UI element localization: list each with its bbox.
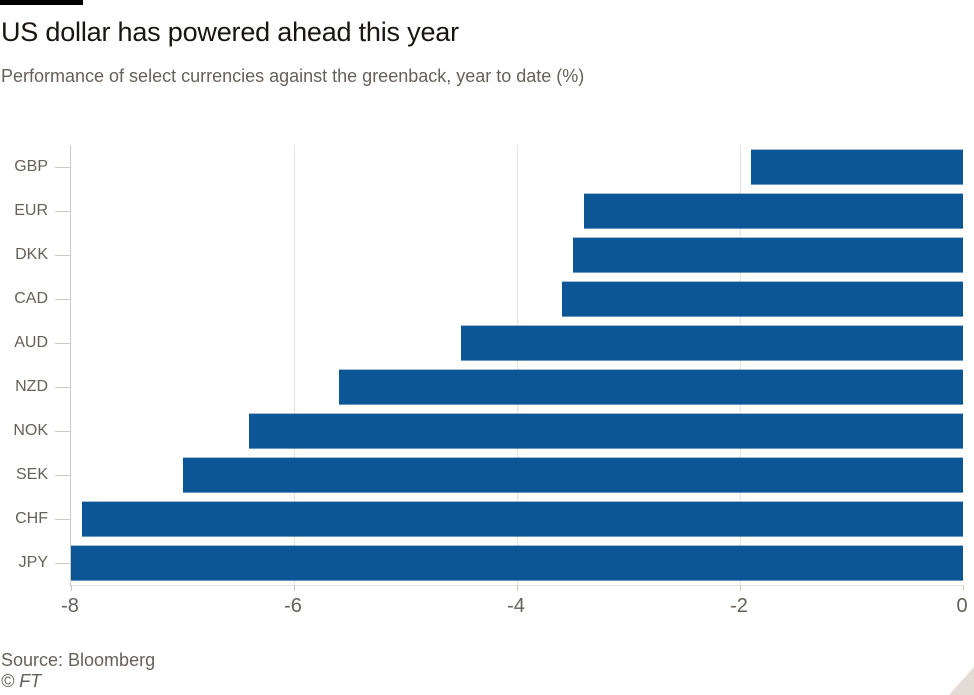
ft-copyright: © FT [1, 671, 42, 691]
bar-gbp [751, 149, 963, 185]
bar-dkk [572, 237, 963, 273]
bar-row-gbp [71, 145, 963, 189]
y-axis-row-cad: CAD [0, 277, 70, 321]
bar-row-eur [71, 189, 963, 233]
x-axis-label--4: -4 [507, 595, 525, 617]
x-axis-tick--6 [294, 585, 295, 591]
gridline--2 [740, 145, 741, 585]
y-axis-label-jpy: JPY [18, 554, 48, 571]
y-axis-row-dkk: DKK [0, 233, 70, 277]
y-axis-tick [55, 254, 70, 256]
bar-jpy [71, 545, 963, 581]
x-axis-tick--8 [71, 585, 72, 591]
bar-row-aud [71, 321, 963, 365]
y-axis-row-aud: AUD [0, 321, 70, 365]
ft-black-motif-bar [0, 0, 83, 5]
y-axis-tick [55, 562, 70, 564]
x-axis-tick--2 [740, 585, 741, 591]
y-axis-label-cad: CAD [14, 290, 48, 307]
y-axis-tick [55, 342, 70, 344]
y-axis-row-nzd: NZD [0, 365, 70, 409]
y-axis-label-aud: AUD [14, 334, 48, 351]
bar-chart: GBP EUR DKK CAD AUD NZD NOK SEK CHF JPY -8 -6 -4 -2 0 [0, 145, 974, 617]
x-axis-labels: -8 -6 -4 -2 0 [61, 595, 967, 619]
bar-row-nok [71, 409, 963, 453]
chart-subtitle: Performance of select currencies against… [1, 66, 585, 86]
bar-nzd [338, 369, 963, 405]
y-axis-row-gbp: GBP [0, 145, 70, 189]
y-axis-row-chf: CHF [0, 497, 70, 541]
bar-aud [461, 325, 963, 361]
y-axis-label-sek: SEK [15, 466, 48, 483]
y-axis-tick [55, 518, 70, 520]
plot-area [70, 145, 964, 591]
resize-handle-icon [949, 667, 974, 695]
x-axis-label--8: -8 [61, 595, 79, 617]
y-axis-labels: GBP EUR DKK CAD AUD NZD NOK SEK CHF JPY [0, 145, 70, 585]
gridline--4 [517, 145, 518, 585]
bar-row-chf [71, 497, 963, 541]
gridline--6 [294, 145, 295, 585]
bar-row-nzd [71, 365, 963, 409]
y-axis-row-nok: NOK [0, 409, 70, 453]
bar-cad [561, 281, 963, 317]
x-axis-label--2: -2 [730, 595, 748, 617]
y-axis-label-gbp: GBP [14, 158, 48, 175]
y-axis-label-eur: EUR [14, 202, 48, 219]
bar-row-sek [71, 453, 963, 497]
bar-eur [583, 193, 963, 229]
y-axis-label-dkk: DKK [15, 246, 48, 263]
x-axis-tick-0 [963, 585, 964, 591]
x-axis-label-0: 0 [956, 595, 968, 617]
y-axis-label-chf: CHF [15, 510, 48, 527]
x-axis-label--6: -6 [284, 595, 302, 617]
y-axis-tick [55, 430, 70, 432]
y-axis-row-eur: EUR [0, 189, 70, 233]
y-axis-label-nok: NOK [13, 422, 48, 439]
y-axis-tick [55, 166, 70, 168]
bar-nok [249, 413, 963, 449]
x-axis-tick--4 [517, 585, 518, 591]
y-axis-tick [55, 298, 70, 300]
bar-row-dkk [71, 233, 963, 277]
y-axis-tick [55, 386, 70, 388]
chart-title: US dollar has powered ahead this year [1, 17, 459, 47]
y-axis-row-jpy: JPY [0, 541, 70, 585]
bar-row-cad [71, 277, 963, 321]
y-axis-tick [55, 210, 70, 212]
source-note: Source: Bloomberg [1, 650, 156, 670]
y-axis-tick [55, 474, 70, 476]
bar-row-jpy [71, 541, 963, 585]
bar-sek [182, 457, 963, 493]
y-axis-label-nzd: NZD [15, 378, 48, 395]
y-axis-row-sek: SEK [0, 453, 70, 497]
bar-chf [82, 501, 963, 537]
